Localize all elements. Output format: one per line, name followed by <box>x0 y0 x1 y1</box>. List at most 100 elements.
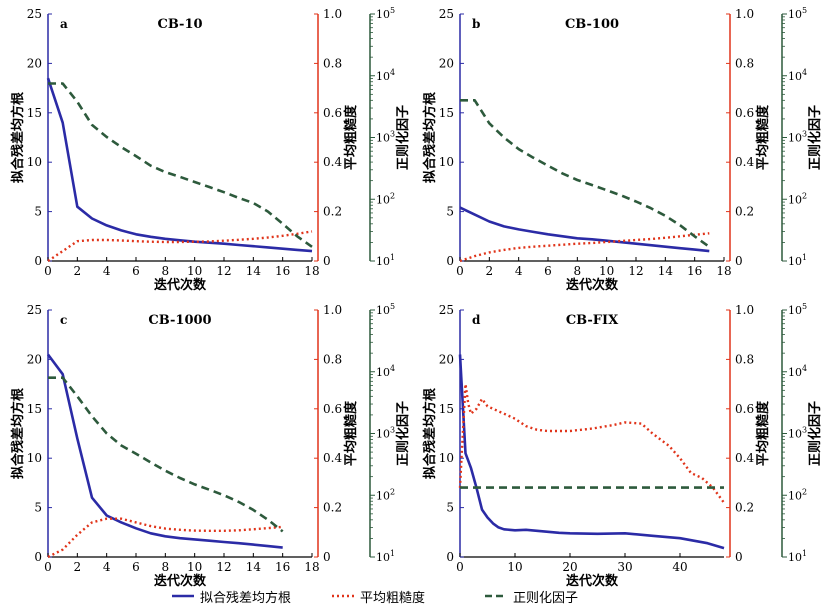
pd-x-tick-label: 10 <box>507 560 522 574</box>
pb-x-tick-label: 10 <box>599 264 614 278</box>
pa-right2-tick-label: 101 <box>376 253 395 268</box>
pb-right1-axis-label: 平均粗糙度 <box>755 104 771 170</box>
pb-left-tick-label: 5 <box>446 205 454 219</box>
pc-x-tick-label: 12 <box>216 560 231 574</box>
pa-series-rough <box>47 230 313 262</box>
pb-x-axis-label: 迭代次数 <box>566 277 619 293</box>
pc-right2-tick-label: 104 <box>376 364 395 379</box>
pd-left-tick-label: 5 <box>446 501 454 515</box>
pd-left-tick-label: 0 <box>446 550 454 564</box>
pc-right2-tick-label: 102 <box>376 487 395 502</box>
pd-x-tick-label: 30 <box>617 560 632 574</box>
pd-x-axis-label: 迭代次数 <box>566 573 619 589</box>
pa-x-tick-label: 16 <box>275 264 290 278</box>
pa-x-tick-label: 2 <box>74 264 82 278</box>
legend-label-rough: 平均粗糙度 <box>360 591 426 606</box>
pa-x-tick-label: 0 <box>44 264 52 278</box>
pb-x-tick-label: 8 <box>574 264 582 278</box>
pb-right1-tick-label: 0.2 <box>735 205 754 219</box>
pb-left-axis-label: 拟合残差均方根 <box>422 91 438 183</box>
pb-right1-tick-label: 1.0 <box>735 7 754 21</box>
pa-left-tick-label: 0 <box>34 254 42 268</box>
pd-right2-axis-label: 正则化因子 <box>807 401 823 466</box>
pb-x-tick-label: 12 <box>628 264 643 278</box>
pc-left-tick-label: 5 <box>34 501 42 515</box>
legend-label-rms: 拟合残差均方根 <box>200 591 292 606</box>
pa-series-reg <box>48 82 313 248</box>
pc-panel-title: CB-1000 <box>148 313 211 328</box>
pa-left-tick-label: 5 <box>34 205 42 219</box>
pa-right1-tick-label: 0.8 <box>323 56 342 70</box>
pb-panel-title: CB-100 <box>565 17 619 32</box>
pc-panel-letter: c <box>60 313 67 327</box>
pa-right1-tick-label: 0.2 <box>323 205 342 219</box>
pb-right2-tick-label: 101 <box>788 253 807 268</box>
pc-right2-tick-label: 105 <box>376 302 395 317</box>
pd-series-rough <box>458 382 725 504</box>
pa-series-rms <box>46 77 313 253</box>
pb-right1-tick-label: 0.4 <box>735 155 754 169</box>
pd-right1-axis-label: 平均粗糙度 <box>755 400 771 466</box>
pd-panel-letter: d <box>472 313 481 327</box>
pd-right1-tick-label: 0.2 <box>735 501 754 515</box>
pb-right2-tick-label: 103 <box>788 130 807 145</box>
pd-right1-tick-label: 0 <box>735 550 743 564</box>
pc-series-rough <box>47 517 283 559</box>
pa-right1-tick-label: 0.6 <box>323 106 342 120</box>
pd-left-tick-label: 25 <box>439 303 454 317</box>
pa-right2-tick-label: 103 <box>376 130 395 145</box>
pc-x-axis-label: 迭代次数 <box>154 573 207 589</box>
pa-panel-title: CB-10 <box>157 17 202 32</box>
pa-right1-axis-label: 平均粗糙度 <box>343 104 359 170</box>
pa-right2-axis-label: 正则化因子 <box>395 105 411 170</box>
pa-left-tick-label: 25 <box>27 7 42 21</box>
pc-x-tick-label: 0 <box>44 560 52 574</box>
pd-right2-tick-label: 104 <box>788 364 807 379</box>
pc-right2-tick-label: 101 <box>376 549 395 564</box>
pb-left-tick-label: 15 <box>439 106 454 120</box>
pc-left-tick-label: 0 <box>34 550 42 564</box>
pc-left-axis-label: 拟合残差均方根 <box>10 387 26 479</box>
pb-x-tick-label: 14 <box>658 264 674 278</box>
pc-right1-tick-label: 0.8 <box>323 352 342 366</box>
pb-series-rough <box>459 232 710 263</box>
pc-left-tick-label: 25 <box>27 303 42 317</box>
pb-series-reg <box>460 99 711 248</box>
pb-series-rms <box>459 206 710 253</box>
pb-x-tick-label: 2 <box>486 264 494 278</box>
pa-right1-tick-label: 0 <box>323 254 331 268</box>
pd-right1-tick-label: 0.4 <box>735 451 754 465</box>
pd-x-tick-label: 20 <box>562 560 577 574</box>
pa-x-tick-label: 14 <box>246 264 262 278</box>
pd-right2-tick-label: 105 <box>788 302 807 317</box>
pb-x-tick-label: 16 <box>687 264 702 278</box>
pc-x-tick-label: 16 <box>275 560 290 574</box>
pa-x-tick-label: 4 <box>103 264 111 278</box>
pa-left-axis-label: 拟合残差均方根 <box>10 91 26 183</box>
pb-left-tick-label: 25 <box>439 7 454 21</box>
pd-panel-title: CB-FIX <box>566 313 619 328</box>
pb-x-tick-label: 4 <box>515 264 523 278</box>
pd-right2-tick-label: 102 <box>788 487 807 502</box>
pb-right2-tick-label: 102 <box>788 191 807 206</box>
pa-x-axis-label: 迭代次数 <box>154 277 207 293</box>
pa-right1-tick-label: 1.0 <box>323 7 342 21</box>
pc-right1-tick-label: 0.2 <box>323 501 342 515</box>
pa-left-tick-label: 20 <box>27 56 42 70</box>
pa-right2-tick-label: 104 <box>376 68 395 83</box>
pc-x-tick-label: 4 <box>103 560 111 574</box>
pc-x-tick-label: 10 <box>187 560 202 574</box>
pd-x-tick-label: 0 <box>456 560 464 574</box>
pa-left-tick-label: 15 <box>27 106 42 120</box>
pd-left-axis-label: 拟合残差均方根 <box>422 387 438 479</box>
pb-x-tick-label: 18 <box>716 264 731 278</box>
pb-panel-letter: b <box>472 17 480 31</box>
pa-x-tick-label: 8 <box>162 264 170 278</box>
pd-right1-tick-label: 1.0 <box>735 303 754 317</box>
pa-x-tick-label: 6 <box>132 264 140 278</box>
pc-left-tick-label: 20 <box>27 352 42 366</box>
pb-right1-tick-label: 0 <box>735 254 743 268</box>
legend: 拟合残差均方根 平均粗糙度 正则化因子 <box>0 584 826 608</box>
pb-right2-tick-label: 105 <box>788 6 807 21</box>
